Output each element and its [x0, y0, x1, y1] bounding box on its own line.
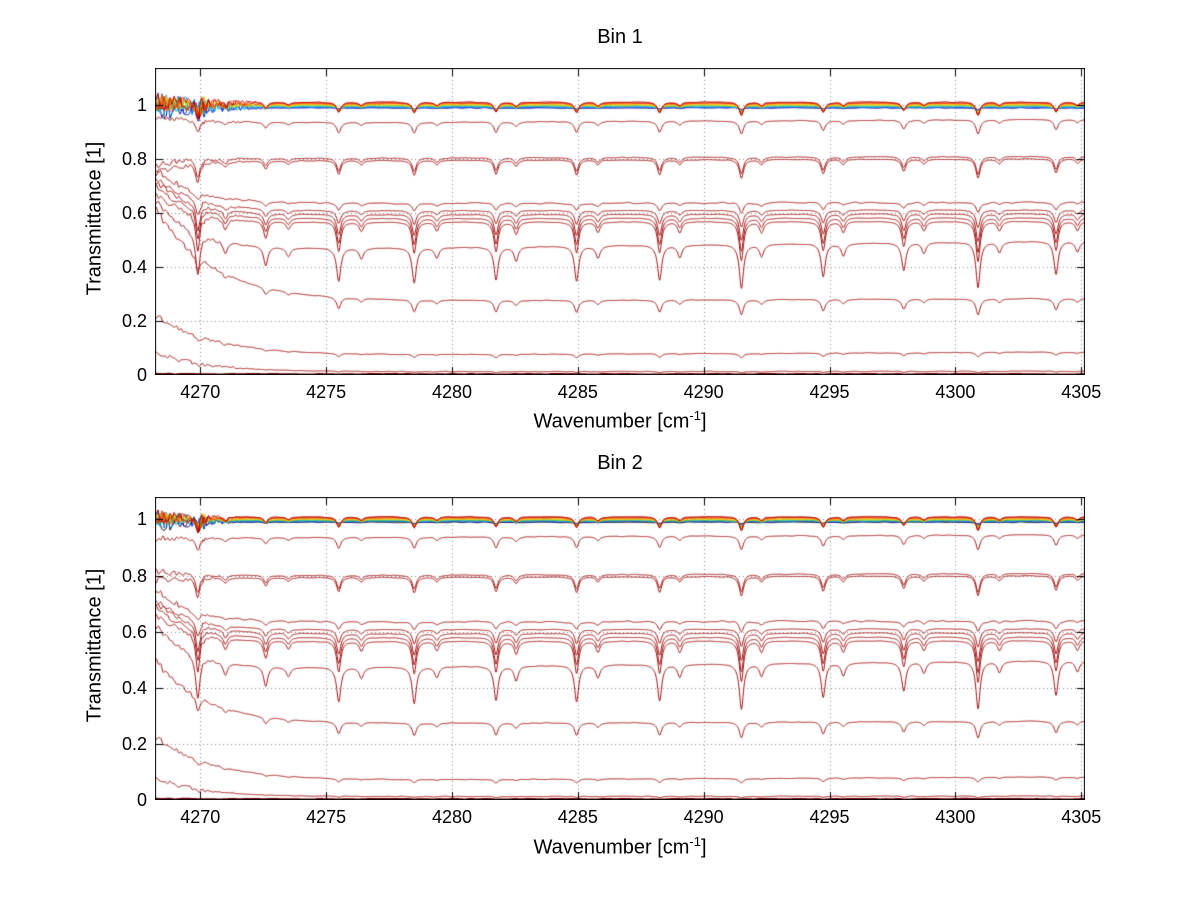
y-tick-label: 0.2: [121, 310, 147, 331]
y-tick-label: 0.6: [121, 202, 147, 223]
y-tick-label: 0.6: [121, 621, 147, 642]
x-tick-label: 4285: [557, 382, 598, 402]
x-tick-label: 4280: [431, 382, 472, 402]
bin2-xlabel-base: Wavenumber [cm: [533, 836, 690, 859]
x-tick-label: 4295: [809, 382, 850, 402]
x-tick-label: 4290: [683, 382, 724, 402]
bin1-xlabel-base: Wavenumber [cm: [533, 410, 690, 433]
y-tick-label: 0: [136, 365, 147, 385]
bin2-xlabel-close: ]: [700, 836, 707, 859]
x-tick-label: 4270: [180, 807, 221, 827]
x-tick-label: 4275: [306, 807, 347, 827]
bin2-title: Bin 2: [597, 452, 643, 474]
y-tick-label: 0.4: [121, 677, 147, 698]
x-tick-label: 4280: [431, 807, 472, 827]
bin1-xlabel-superscript: -1: [689, 408, 701, 423]
y-tick-label: 1: [136, 509, 147, 530]
x-tick-label: 4285: [557, 807, 598, 827]
x-tick-label: 4305: [1061, 807, 1102, 827]
y-tick-label: 0.8: [121, 565, 147, 586]
x-tick-label: 4290: [683, 807, 724, 827]
bin2-xlabel-superscript: -1: [689, 834, 701, 849]
bin1-xlabel-close: ]: [700, 410, 707, 433]
x-tick-label: 4300: [935, 382, 976, 402]
bin1-title: Bin 1: [597, 26, 643, 48]
bin2-plot-area: [155, 497, 1085, 800]
x-tick-label: 4305: [1061, 382, 1102, 402]
bin2-xlabel: Wavenumber [cm-1]: [155, 834, 1085, 860]
x-tick-label: 4295: [809, 807, 850, 827]
x-tick-label: 4275: [306, 382, 347, 402]
y-tick-label: 0.2: [121, 733, 147, 754]
y-tick-label: 1: [136, 94, 147, 115]
x-tick-label: 4300: [935, 807, 976, 827]
y-tick-label: 0: [136, 790, 147, 810]
x-tick-label: 4270: [180, 382, 221, 402]
y-tick-label: 0.8: [121, 148, 147, 169]
y-tick-label: 0.4: [121, 256, 147, 277]
bin1-plot-area: [155, 68, 1085, 375]
bin1-xlabel: Wavenumber [cm-1]: [155, 408, 1085, 434]
